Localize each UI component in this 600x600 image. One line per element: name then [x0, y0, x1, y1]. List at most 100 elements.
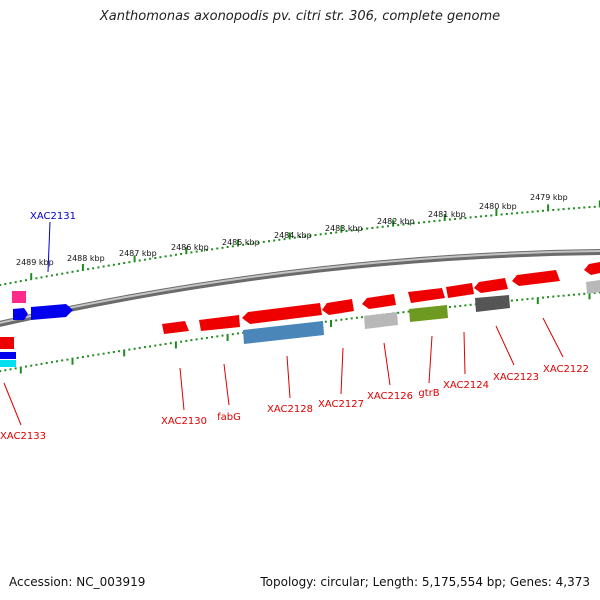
major-tick	[19, 366, 22, 374]
gene-feature[interactable]	[242, 303, 322, 324]
gene-feature[interactable]	[512, 270, 560, 286]
minor-tick	[190, 339, 193, 342]
kbp-label: 2482 kbp	[377, 217, 415, 226]
label-leaders	[3, 221, 564, 426]
minor-tick	[578, 293, 581, 296]
minor-tick	[552, 295, 555, 298]
gene-label-xac2126[interactable]: XAC2126	[367, 391, 413, 402]
gene-feature[interactable]	[243, 321, 324, 344]
minor-tick	[149, 257, 152, 260]
leader-line	[383, 342, 391, 386]
minor-tick	[309, 234, 312, 237]
gene-label-xac2130[interactable]: XAC2130	[161, 416, 207, 427]
minor-tick	[195, 250, 198, 253]
minor-tick	[4, 283, 7, 285]
gene-feature[interactable]	[0, 360, 16, 367]
gene-feature[interactable]	[584, 262, 600, 275]
minor-tick	[521, 298, 524, 301]
minor-tick	[87, 355, 90, 358]
minor-tick	[92, 354, 95, 357]
minor-tick	[174, 253, 177, 256]
minor-tick	[66, 358, 69, 361]
minor-tick	[35, 277, 38, 280]
minor-tick	[138, 346, 141, 349]
minor-tick	[112, 263, 115, 266]
minor-tick	[97, 353, 100, 356]
minor-tick	[14, 281, 17, 284]
gene-label-xac2133[interactable]: XAC2133	[0, 431, 46, 442]
gene-label-xac2122[interactable]: XAC2122	[543, 364, 589, 375]
minor-tick	[205, 249, 208, 251]
gene-label-fabg[interactable]: fabG	[217, 412, 241, 423]
minor-tick	[448, 306, 451, 308]
gene-feature[interactable]	[0, 337, 14, 349]
minor-tick	[510, 299, 513, 302]
minor-tick	[547, 296, 550, 299]
minor-tick	[76, 269, 79, 272]
minor-tick	[557, 208, 560, 211]
gene-feature[interactable]	[12, 291, 26, 303]
gene-feature[interactable]	[475, 295, 510, 312]
minor-tick	[205, 336, 208, 339]
gene-feature[interactable]	[409, 305, 448, 322]
kbp-label: 2488 kbp	[67, 254, 105, 263]
minor-tick	[397, 224, 400, 227]
kbp-label: 2481 kbp	[428, 210, 466, 219]
leader-line	[286, 355, 291, 399]
minor-tick	[335, 231, 338, 234]
major-tick	[443, 214, 446, 221]
gene-feature[interactable]	[364, 312, 398, 329]
minor-tick	[407, 310, 410, 313]
minor-tick	[185, 339, 188, 342]
gene-labels: XAC2131 XAC2133 XAC2130 fabG XAC2128 XAC…	[0, 211, 589, 442]
minor-tick	[76, 356, 79, 359]
gene-feature[interactable]	[0, 352, 16, 359]
major-tick	[71, 357, 74, 365]
minor-tick	[133, 347, 136, 350]
gene-feature[interactable]	[474, 278, 508, 293]
gene-label-xac2123[interactable]: XAC2123	[493, 372, 539, 383]
leader-line	[340, 347, 344, 395]
minor-tick	[454, 218, 457, 220]
gene-feature[interactable]	[446, 283, 474, 298]
minor-tick	[371, 227, 374, 229]
gene-feature[interactable]	[199, 315, 240, 331]
minor-tick	[459, 217, 462, 220]
major-tick	[123, 349, 126, 357]
minor-tick	[516, 299, 519, 302]
gene-label-xac2127[interactable]: XAC2127	[318, 399, 364, 410]
minor-tick	[40, 362, 43, 365]
minor-tick	[180, 253, 183, 255]
minor-tick	[567, 294, 570, 297]
minor-tick	[376, 226, 379, 229]
gene-feature[interactable]	[162, 321, 189, 334]
gene-feature[interactable]	[362, 294, 396, 309]
minor-tick	[319, 233, 322, 236]
minor-tick	[25, 279, 27, 282]
minor-tick	[9, 282, 12, 285]
minor-tick	[314, 234, 317, 236]
map-title: Xanthomonas axonopodis pv. citri str. 30…	[99, 9, 501, 24]
minor-tick	[262, 240, 265, 243]
minor-tick	[30, 364, 33, 367]
major-tick	[495, 209, 498, 216]
minor-tick	[200, 249, 203, 252]
gene-feature[interactable]	[586, 280, 600, 294]
minor-tick	[87, 268, 90, 271]
minor-tick	[242, 243, 245, 246]
major-tick	[226, 333, 229, 341]
gene-feature[interactable]	[13, 308, 28, 320]
minor-tick	[118, 350, 121, 353]
gene-label-xac2124[interactable]: XAC2124	[443, 380, 489, 391]
minor-tick	[464, 217, 467, 219]
minor-tick	[479, 215, 482, 218]
minor-tick	[9, 368, 12, 371]
gene-label-xac2128[interactable]: XAC2128	[267, 404, 313, 415]
major-tick	[598, 200, 600, 208]
gene-feature[interactable]	[408, 288, 445, 303]
gene-label-gtrb[interactable]: gtrB	[418, 388, 439, 399]
gene-feature[interactable]	[322, 299, 354, 315]
gene-feature[interactable]	[31, 304, 73, 320]
gene-label-xac2131[interactable]: XAC2131	[30, 211, 76, 222]
